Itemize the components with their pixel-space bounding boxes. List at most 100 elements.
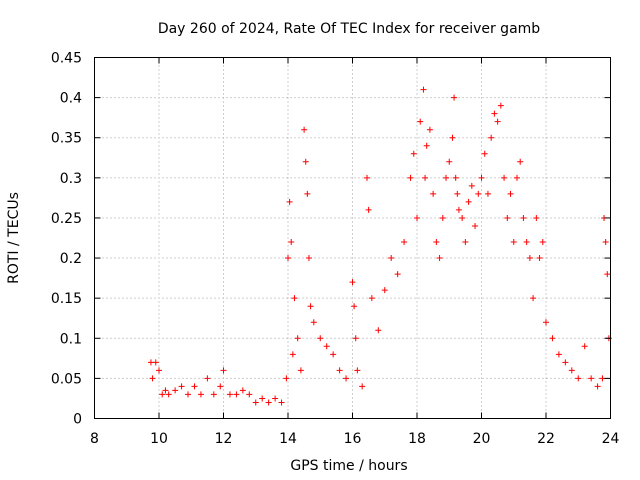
data-point bbox=[513, 174, 520, 181]
data-point bbox=[407, 174, 414, 181]
data-point bbox=[210, 391, 217, 398]
data-point bbox=[581, 343, 588, 350]
x-tick-labels: 8 10 12 14 16 18 20 22 24 bbox=[90, 431, 619, 447]
data-point bbox=[536, 255, 543, 262]
data-point bbox=[575, 375, 582, 382]
data-point bbox=[422, 174, 429, 181]
data-point bbox=[543, 319, 549, 326]
y-tick-label: 0.15 bbox=[51, 291, 82, 307]
data-point bbox=[283, 375, 290, 382]
x-tick-label: 14 bbox=[279, 431, 297, 447]
data-point bbox=[294, 335, 301, 342]
x-tick-label: 12 bbox=[215, 431, 233, 447]
data-point bbox=[454, 190, 461, 197]
data-point bbox=[159, 391, 166, 398]
data-point bbox=[549, 335, 556, 342]
data-point bbox=[414, 214, 420, 221]
data-point bbox=[343, 375, 350, 382]
data-point bbox=[555, 351, 562, 358]
data-point bbox=[602, 239, 609, 246]
x-tick-label: 24 bbox=[602, 431, 620, 447]
data-point bbox=[259, 395, 266, 402]
data-point bbox=[191, 383, 198, 390]
data-point bbox=[468, 182, 475, 189]
y-axis-label: ROTI / TECUs bbox=[6, 192, 22, 284]
data-point bbox=[562, 359, 569, 366]
data-point bbox=[452, 174, 459, 181]
data-point bbox=[317, 335, 324, 342]
grid bbox=[94, 57, 611, 419]
data-point bbox=[494, 118, 501, 125]
data-point bbox=[475, 190, 482, 197]
data-point bbox=[288, 239, 295, 246]
data-point bbox=[439, 214, 446, 221]
x-tick-label: 16 bbox=[344, 431, 362, 447]
data-point bbox=[310, 319, 317, 326]
data-point bbox=[226, 391, 233, 398]
data-point bbox=[323, 343, 330, 350]
data-point bbox=[368, 295, 375, 302]
data-point bbox=[604, 271, 611, 278]
data-points bbox=[147, 86, 612, 406]
data-point bbox=[185, 391, 192, 398]
data-point bbox=[305, 255, 312, 262]
data-point bbox=[359, 383, 366, 390]
data-point bbox=[507, 190, 514, 197]
data-point bbox=[504, 214, 511, 221]
data-point bbox=[272, 395, 279, 402]
data-point bbox=[178, 383, 185, 390]
data-point bbox=[304, 190, 311, 197]
x-tick-label: 22 bbox=[537, 431, 555, 447]
chart-title: Day 260 of 2024, Rate Of TEC Index for r… bbox=[158, 21, 540, 37]
data-point bbox=[478, 174, 485, 181]
y-tick-label: 0.45 bbox=[51, 51, 82, 67]
data-point bbox=[351, 303, 358, 310]
x-tick-label: 20 bbox=[473, 431, 491, 447]
data-point bbox=[491, 110, 498, 117]
data-point bbox=[172, 387, 179, 394]
data-point bbox=[436, 255, 443, 262]
data-point bbox=[449, 134, 456, 141]
data-point bbox=[307, 303, 314, 310]
data-point bbox=[152, 359, 159, 366]
data-point bbox=[533, 214, 540, 221]
data-point bbox=[433, 239, 440, 246]
data-point bbox=[517, 158, 524, 165]
x-tick-label: 18 bbox=[408, 431, 426, 447]
data-point bbox=[472, 222, 479, 229]
data-point bbox=[481, 150, 488, 157]
data-point bbox=[375, 327, 382, 334]
data-point bbox=[388, 255, 395, 262]
data-point bbox=[599, 375, 606, 382]
x-axis-label: GPS time / hours bbox=[290, 458, 407, 474]
data-point bbox=[286, 198, 293, 205]
y-tick-label: 0.4 bbox=[60, 91, 82, 107]
data-point bbox=[289, 351, 296, 358]
data-point bbox=[539, 239, 546, 246]
data-point bbox=[239, 387, 246, 394]
data-point bbox=[568, 367, 575, 374]
data-point bbox=[417, 118, 424, 125]
data-point bbox=[510, 239, 517, 246]
data-point bbox=[381, 287, 388, 294]
x-tick-label: 10 bbox=[150, 431, 168, 447]
data-point bbox=[401, 239, 408, 246]
data-point bbox=[364, 174, 371, 181]
data-point bbox=[278, 399, 285, 406]
data-point bbox=[423, 142, 430, 149]
data-point bbox=[330, 351, 337, 358]
x-tick-label: 8 bbox=[90, 431, 99, 447]
data-point bbox=[220, 367, 227, 374]
data-point bbox=[497, 102, 504, 109]
data-point bbox=[352, 335, 359, 342]
data-point bbox=[520, 214, 527, 221]
data-point bbox=[291, 295, 298, 302]
data-point bbox=[354, 367, 361, 374]
data-point bbox=[588, 375, 595, 382]
data-point bbox=[530, 295, 537, 302]
y-tick-label: 0.05 bbox=[51, 371, 82, 387]
y-tick-label: 0.25 bbox=[51, 211, 82, 227]
y-tick-label: 0.1 bbox=[60, 331, 82, 347]
data-point bbox=[430, 190, 437, 197]
